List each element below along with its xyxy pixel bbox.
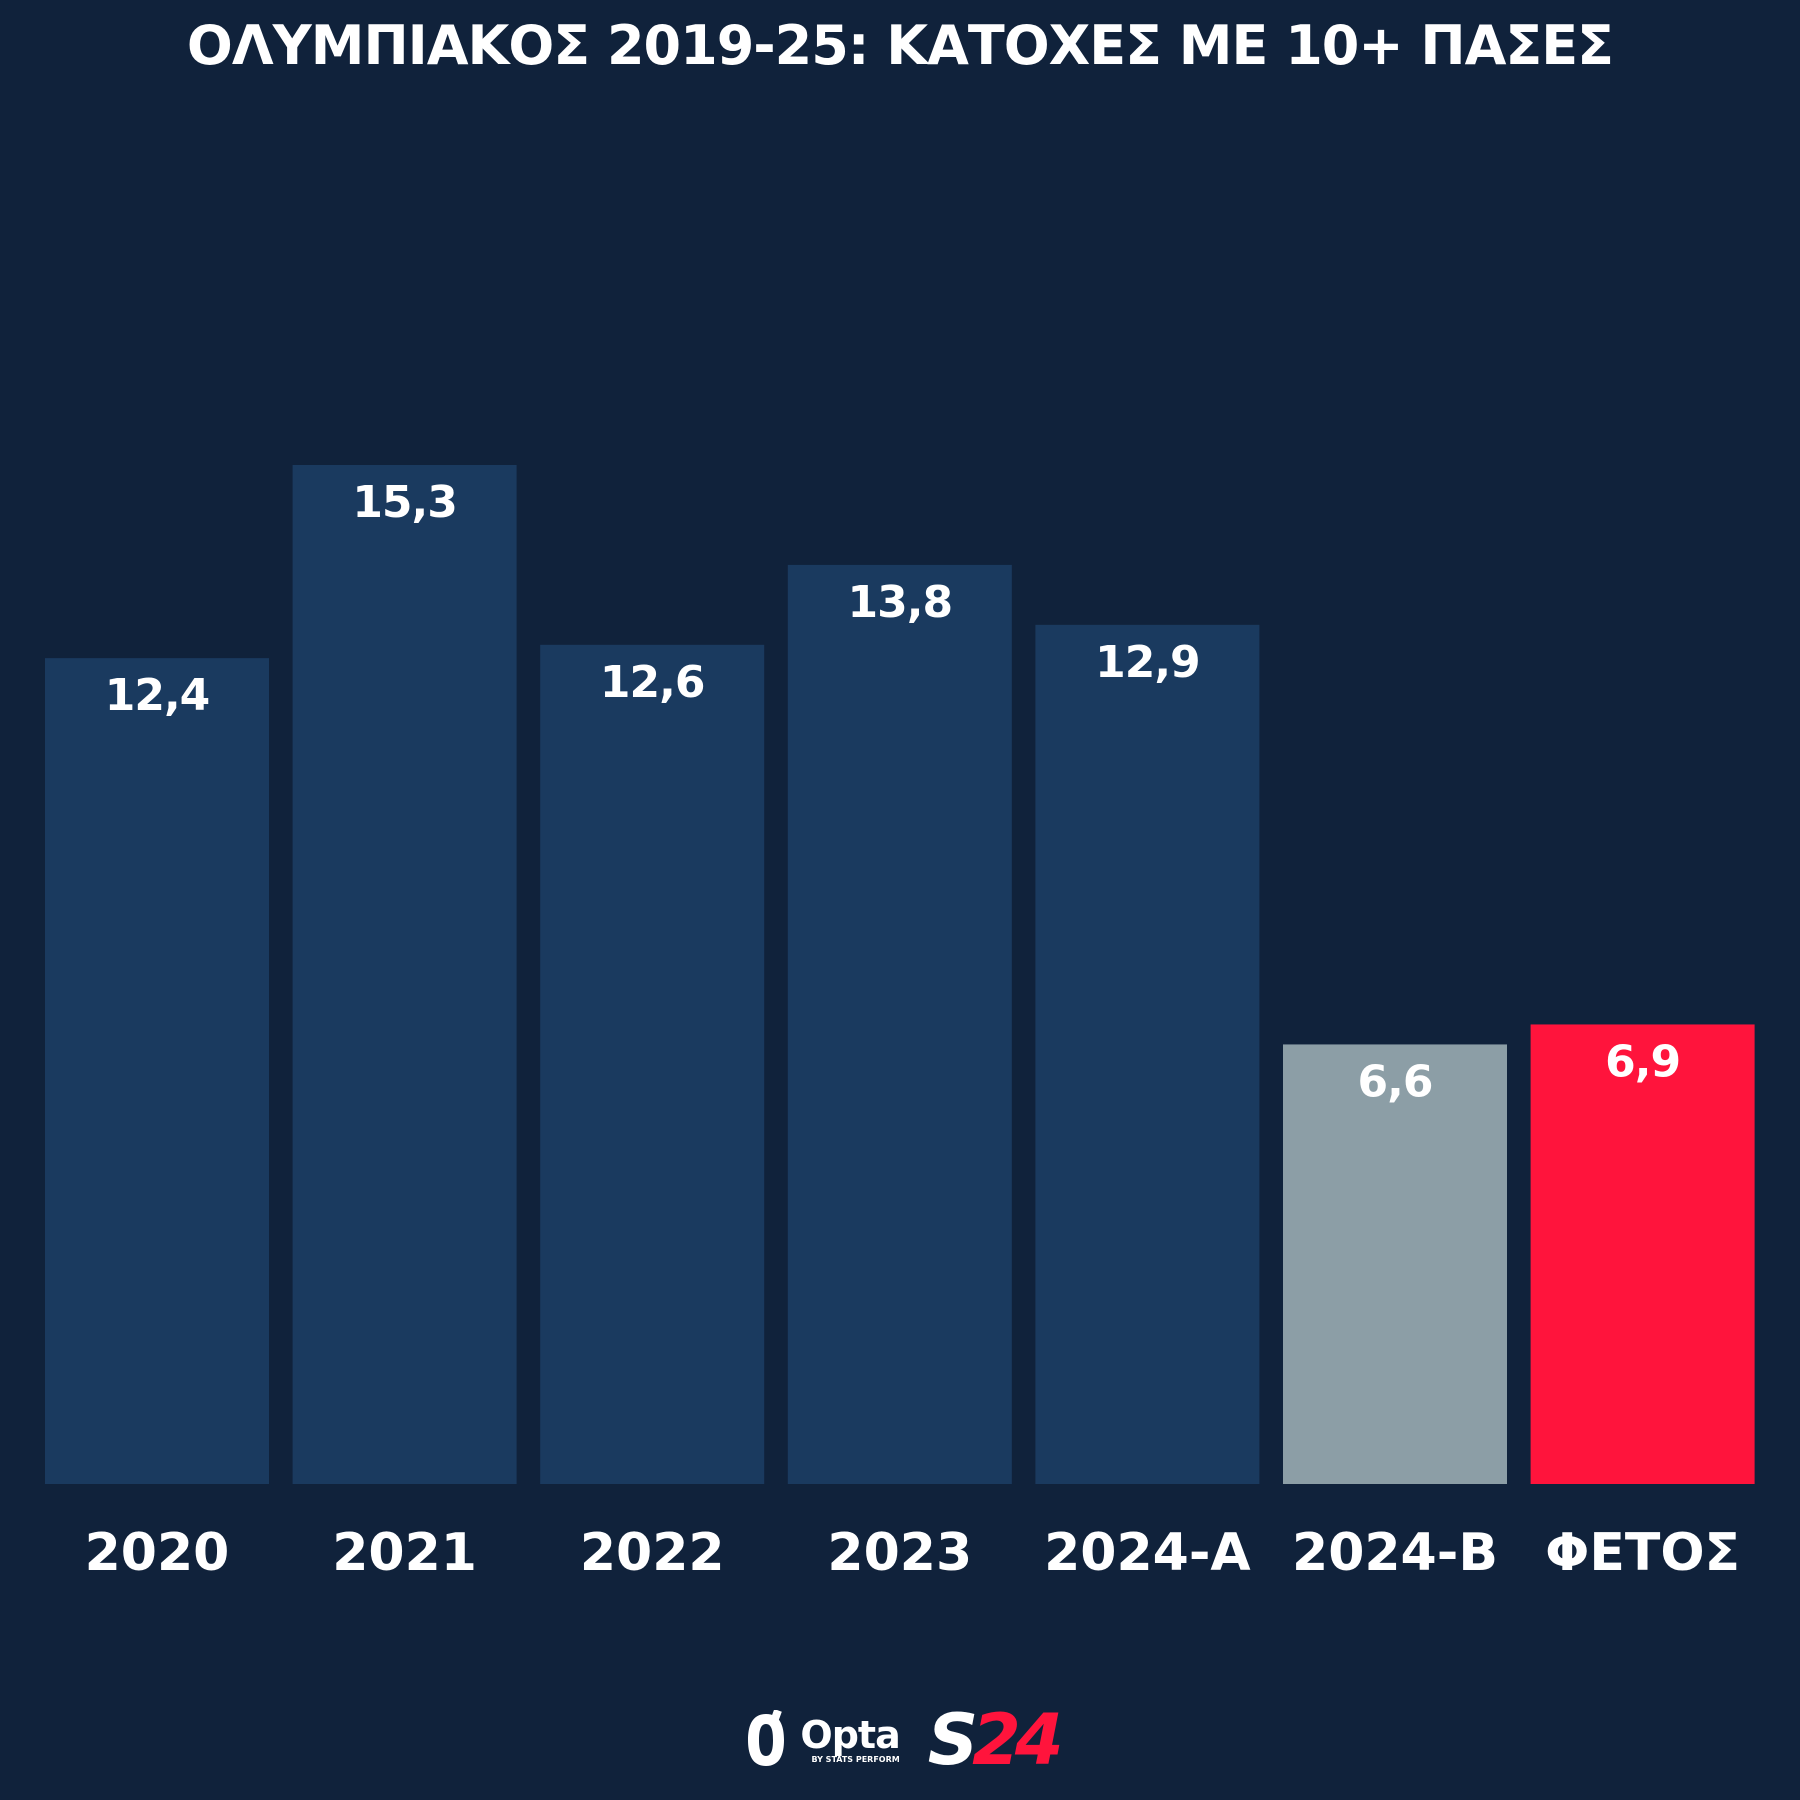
s24-logo-24: 24 xyxy=(972,1699,1063,1781)
bar-value-label-2024-b: 6,6 xyxy=(1358,1056,1433,1107)
bar-2024-b xyxy=(1283,1044,1507,1484)
bar-2020 xyxy=(45,658,269,1484)
category-label-2024-b: 2024-B xyxy=(1292,1523,1498,1583)
bar-value-label-2020: 12,4 xyxy=(105,670,210,721)
s24-logo: S24 xyxy=(928,1705,1064,1775)
bar-value-label-2022: 12,6 xyxy=(600,657,705,708)
category-label-2020: 2020 xyxy=(85,1523,230,1583)
category-label-2023: 2023 xyxy=(827,1523,972,1583)
bar-value-label-φετος: 6,9 xyxy=(1605,1036,1680,1087)
bar-2021 xyxy=(292,465,517,1484)
bar-2023 xyxy=(787,564,1012,1484)
bar-2024-a xyxy=(1035,624,1260,1484)
opta-logo: Opta BY STATS PERFORM xyxy=(742,1710,901,1770)
bar-2022 xyxy=(540,644,765,1484)
opta-wordmark: Opta xyxy=(800,1713,900,1757)
opta-icon xyxy=(748,1710,785,1766)
opta-subtitle: BY STATS PERFORM xyxy=(811,1755,900,1764)
bar-φετος xyxy=(1530,1024,1755,1484)
chart-title: ΟΛΥΜΠΙΑΚΟΣ 2019-25: ΚΑΤΟΧΕΣ ΜΕ 10+ ΠΑΣΕΣ xyxy=(186,14,1614,77)
bar-value-label-2021: 15,3 xyxy=(352,477,457,528)
s24-logo-s: S xyxy=(927,1699,978,1781)
category-label-2024-a: 2024-A xyxy=(1044,1523,1251,1583)
category-label-φετος: ΦΕΤΟΣ xyxy=(1545,1523,1740,1583)
footer-logos: Opta BY STATS PERFORM S24 xyxy=(0,1705,1800,1775)
category-label-2021: 2021 xyxy=(332,1523,477,1583)
bar-value-label-2024-a: 12,9 xyxy=(1095,637,1200,688)
bar-value-label-2023: 13,8 xyxy=(848,577,953,628)
category-label-2022: 2022 xyxy=(580,1523,725,1583)
